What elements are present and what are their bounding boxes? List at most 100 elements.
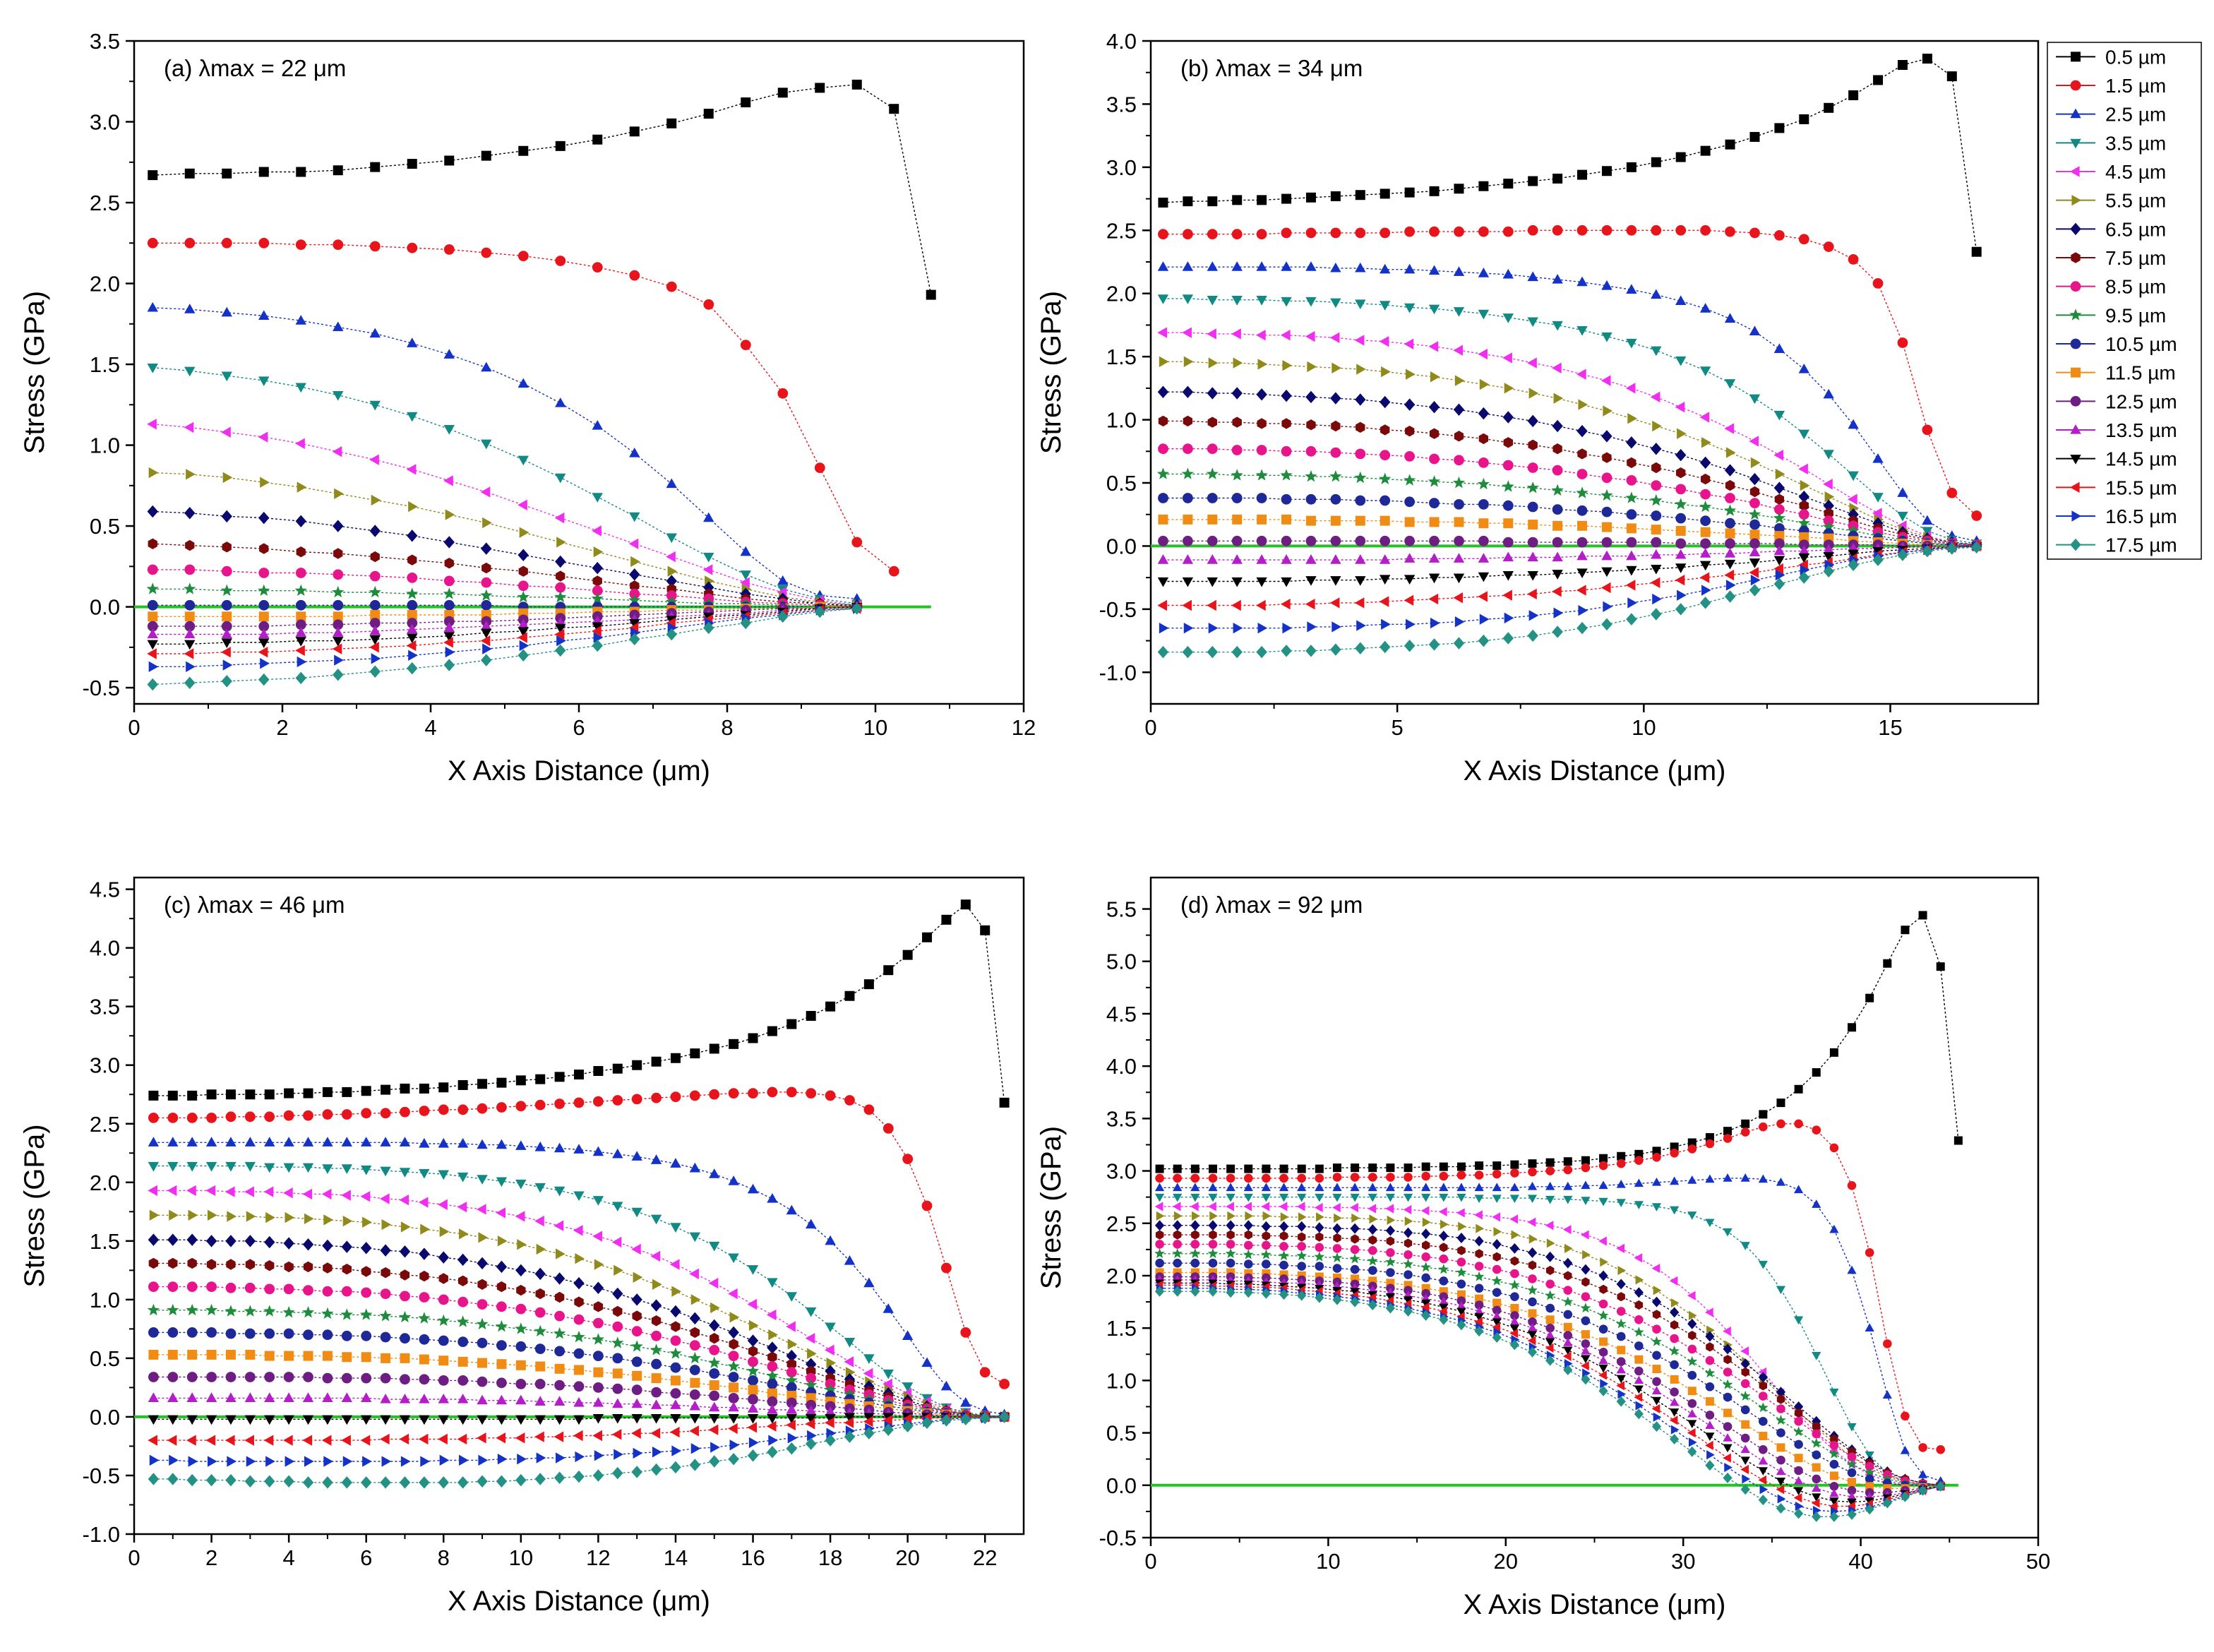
data-point <box>554 1327 566 1339</box>
series-line <box>153 1091 1005 1384</box>
data-point <box>1350 1245 1360 1255</box>
data-point <box>379 1310 392 1322</box>
data-point <box>1350 1288 1360 1297</box>
data-point <box>1748 508 1761 520</box>
data-point <box>1502 537 1514 548</box>
data-point <box>1403 1204 1412 1215</box>
data-point <box>1822 520 1835 532</box>
data-point <box>1872 493 1884 503</box>
data-point <box>1527 1346 1538 1358</box>
data-point <box>1244 1259 1253 1269</box>
data-point <box>863 1367 873 1379</box>
data-point <box>517 499 527 510</box>
data-point <box>1823 450 1834 460</box>
data-point <box>1705 1382 1715 1391</box>
data-point <box>516 1284 526 1296</box>
data-point <box>1502 480 1514 492</box>
series-4 <box>147 364 863 610</box>
data-point <box>1775 569 1785 581</box>
data-point <box>225 1111 237 1123</box>
data-point <box>1332 621 1341 633</box>
data-point <box>1154 1183 1165 1192</box>
data-point <box>786 1397 797 1408</box>
data-point <box>1279 1231 1288 1241</box>
data-point <box>1634 1300 1644 1310</box>
series-line <box>152 604 857 608</box>
series-18 <box>1154 1286 1946 1522</box>
data-point <box>1244 1230 1252 1240</box>
data-point <box>631 1293 642 1306</box>
data-point <box>1749 538 1760 549</box>
data-point <box>1172 1202 1181 1211</box>
data-point <box>1243 1220 1253 1231</box>
data-point <box>592 1231 602 1242</box>
data-point <box>334 654 344 666</box>
data-point <box>1723 1408 1733 1418</box>
data-point <box>1256 599 1266 611</box>
data-point <box>477 1299 488 1310</box>
data-point <box>246 1211 256 1222</box>
data-point <box>612 1148 623 1159</box>
data-point <box>1190 1164 1199 1173</box>
data-point <box>1369 1214 1378 1224</box>
y-tick-label: 4.0 <box>1106 29 1137 54</box>
data-point <box>1438 1207 1447 1217</box>
data-point <box>457 1172 469 1183</box>
data-point <box>1724 423 1735 434</box>
data-point <box>1922 527 1933 537</box>
data-point <box>1256 645 1267 659</box>
data-point <box>245 1089 256 1100</box>
panel-a: 0 2 4 6 8 10 12-0.50.00.51.01.52.02.53.03.5X A… <box>19 29 1036 786</box>
data-point <box>1847 1468 1857 1478</box>
data-point <box>1725 538 1735 549</box>
data-point <box>1439 1314 1449 1325</box>
data-point <box>843 1388 856 1400</box>
data-point <box>244 1475 256 1488</box>
data-point <box>1428 475 1441 487</box>
x-tick-label: 6 <box>573 715 585 740</box>
data-point <box>222 611 232 622</box>
data-point <box>1297 1221 1307 1232</box>
data-point <box>1350 1173 1360 1182</box>
data-point <box>1598 1180 1608 1190</box>
data-point <box>1798 463 1808 475</box>
data-point <box>1453 573 1465 584</box>
data-point <box>1351 1163 1360 1173</box>
data-point <box>1297 1173 1306 1183</box>
data-point <box>1545 1181 1555 1190</box>
data-point <box>1479 613 1490 625</box>
data-point <box>882 1123 894 1134</box>
legend-label: 2.5 µm <box>2105 104 2166 126</box>
data-point <box>1491 1275 1502 1286</box>
data-point <box>1420 1262 1432 1272</box>
data-point <box>333 637 344 647</box>
data-point <box>671 1286 682 1297</box>
data-point <box>1330 535 1341 546</box>
data-point <box>1705 1440 1713 1450</box>
data-point <box>1563 1181 1573 1190</box>
data-point <box>1600 375 1611 386</box>
x-tick-label: 0 <box>128 1545 140 1570</box>
panel-title: (a) λmax = 22 μm <box>164 55 346 81</box>
series-line <box>1163 545 1977 606</box>
data-point <box>593 1301 604 1312</box>
data-point <box>1504 383 1514 394</box>
data-point <box>445 509 455 520</box>
data-point <box>302 1435 313 1446</box>
data-point <box>1386 1173 1395 1182</box>
data-point <box>844 990 855 1001</box>
data-point <box>322 1476 333 1489</box>
data-point <box>592 1196 604 1206</box>
data-point <box>1577 448 1587 460</box>
data-point <box>1453 307 1465 317</box>
data-point <box>1774 493 1784 505</box>
data-point <box>477 1475 488 1488</box>
data-point <box>1580 1303 1591 1313</box>
data-point <box>554 1272 566 1285</box>
data-point <box>478 1232 489 1243</box>
data-point <box>554 1186 566 1197</box>
data-point <box>457 1315 469 1327</box>
data-point <box>1428 304 1440 315</box>
data-point <box>1865 1504 1874 1515</box>
data-point <box>1651 1177 1662 1186</box>
